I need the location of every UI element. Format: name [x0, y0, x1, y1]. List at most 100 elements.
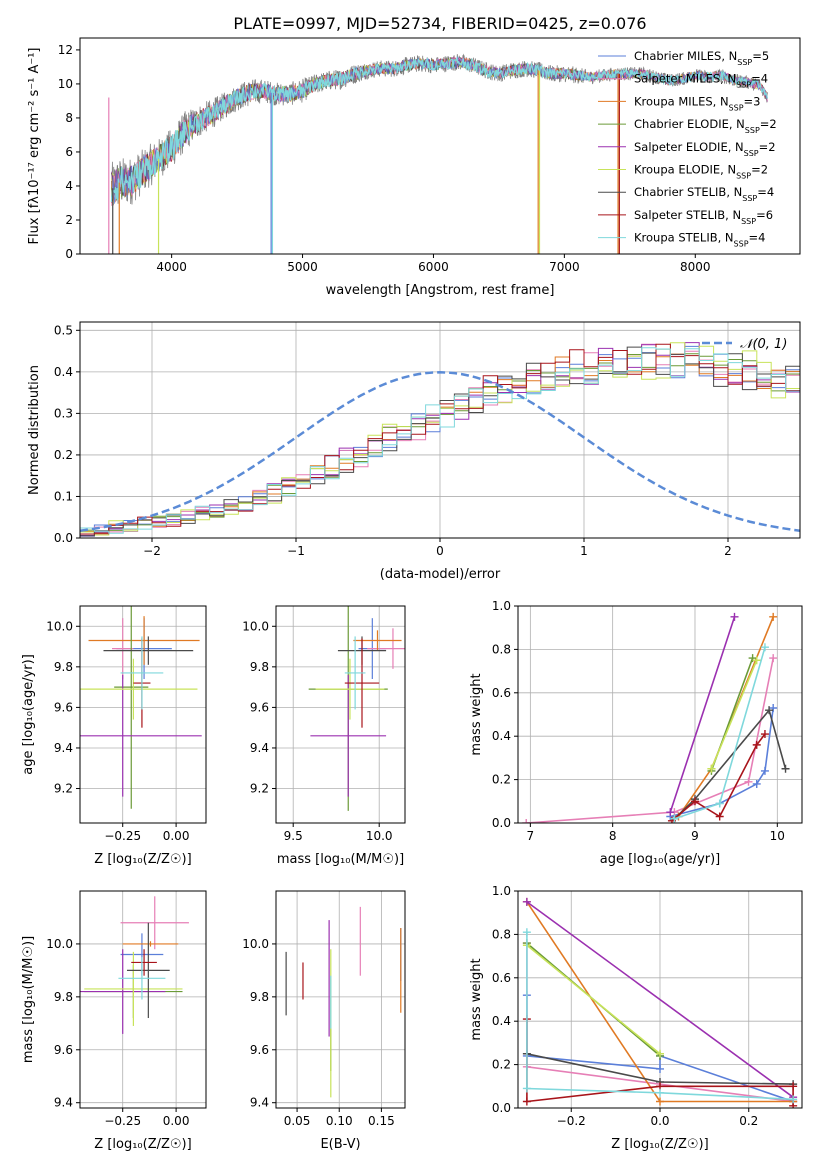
histogram-step: [80, 343, 800, 535]
x-tick-label: 0.2: [739, 1114, 758, 1128]
histogram-step: [80, 342, 800, 536]
x-tick-label: 6000: [418, 260, 449, 274]
x-tick-label: −1: [287, 544, 305, 558]
model-line: [110, 55, 768, 203]
weight-marker: [666, 808, 675, 817]
weight-marker: [656, 1097, 664, 1106]
axes-frame: [517, 605, 803, 824]
weight-marker: [522, 897, 531, 906]
weight-marker: [752, 779, 761, 788]
weight-marker: [522, 1084, 531, 1093]
x-tick-label: 0.00: [163, 829, 190, 843]
axes-frame: [79, 890, 207, 1109]
y-axis-label: Normed distribution: [27, 365, 42, 495]
y-tick-label: 9.6: [54, 1043, 73, 1057]
weight-line: [526, 901, 794, 1098]
y-tick-label: 0.4: [492, 1014, 511, 1028]
plot-area: [518, 891, 802, 1108]
weight-marker: [656, 1088, 664, 1097]
weight-marker: [760, 730, 769, 739]
weight-marker: [744, 777, 753, 786]
y-tick-label: 9.8: [54, 990, 73, 1004]
weight-marker: [715, 799, 724, 808]
axes-z_age: −0.25 0.00 9.2 9.4 9.6 9.8 10.0 Z [log₁₀(Z/Z☉)]…: [21, 605, 207, 867]
y-tick-label: 10.0: [242, 937, 269, 951]
weight-line: [526, 932, 794, 1101]
x-axis-label: Z [log₁₀(Z/Z☉)]: [94, 852, 191, 867]
weight-marker: [522, 928, 531, 937]
legend-label: Chabrier STELIB, NSSP=4: [634, 185, 774, 203]
y-tick-label: 0.2: [492, 773, 511, 787]
plot-area: [276, 891, 405, 1108]
x-tick-label: 1: [580, 544, 588, 558]
axes-spectrum: 4000 5000 6000 7000 8000 0 2 4 6 8 10 12 wavelength …: [27, 37, 801, 298]
normal-curve: [80, 371, 800, 532]
y-tick-label: 0.8: [492, 642, 511, 656]
weight-marker: [769, 612, 778, 621]
histogram-step: [80, 353, 800, 534]
y-axis-label: age [log₁₀(age/yr)]: [21, 654, 36, 775]
x-axis-label: wavelength [Angstrom, rest frame]: [326, 283, 555, 298]
x-tick-label: 7: [527, 829, 535, 843]
y-tick-label: 9.2: [54, 782, 73, 796]
x-tick-label: 8: [609, 829, 617, 843]
x-tick-label: 0.0: [650, 1114, 669, 1128]
weight-line: [526, 657, 774, 823]
figure-title: PLATE=0997, MJD=52734, FIBERID=0425, z=0…: [233, 14, 646, 33]
axes-ebv_mass: 0.05 0.10 0.15 9.4 9.6 9.8 10.0 E(B-V): [242, 890, 406, 1152]
weight-marker: [748, 654, 757, 663]
y-tick-label: 6: [65, 145, 73, 159]
weight-marker: [760, 766, 769, 775]
y-tick-label: 1.0: [492, 884, 511, 898]
x-axis-label: Z [log₁₀(Z/Z☉)]: [611, 1137, 708, 1152]
x-axis-label: E(B-V): [320, 1137, 360, 1152]
y-tick-label: 0.1: [54, 489, 73, 503]
x-axis-label: age [log₁₀(age/yr)]: [600, 852, 721, 867]
legend-label: Chabrier MILES, NSSP=5: [634, 49, 769, 67]
weight-marker: [670, 814, 679, 823]
y-tick-label: 10.0: [46, 619, 73, 633]
weight-marker: [656, 1064, 664, 1073]
y-tick-label: 10.0: [242, 619, 269, 633]
weight-marker: [781, 764, 790, 773]
weight-marker: [789, 1082, 798, 1091]
y-tick-label: 9.4: [54, 1096, 73, 1110]
x-tick-label: 10: [770, 829, 785, 843]
legend-label: Kroupa MILES, NSSP=3: [634, 94, 760, 112]
weight-marker: [715, 812, 724, 821]
weight-line: [673, 708, 787, 820]
y-tick-label: 9.4: [54, 741, 73, 755]
y-tick-label: 9.8: [250, 990, 269, 1004]
y-tick-label: 10: [58, 77, 73, 91]
x-tick-label: 9.5: [284, 829, 303, 843]
x-tick-label: 9: [691, 829, 699, 843]
legend-label: Chabrier ELODIE, NSSP=2: [634, 117, 777, 135]
x-tick-label: 10.0: [366, 829, 393, 843]
axes-z_mass: −0.25 0.00 9.4 9.6 9.8 10.0 Z [log₁₀(Z/Z☉)] mas…: [21, 890, 207, 1152]
weight-marker: [522, 1097, 531, 1106]
y-tick-label: 0.0: [492, 1101, 511, 1115]
weight-marker: [690, 797, 699, 806]
y-tick-label: 9.4: [250, 741, 269, 755]
x-tick-label: 4000: [156, 260, 187, 274]
axes-age_weight: 7 8 9 10 0.0 0.2 0.4 0.6 0.8 1.0 age [log₁₀(age/yr…: [469, 599, 803, 867]
weight-marker: [769, 654, 778, 663]
y-tick-label: 8: [65, 111, 73, 125]
axes-frame: [275, 605, 406, 824]
plot-area: [80, 322, 800, 538]
y-tick-label: 0.4: [492, 729, 511, 743]
y-tick-label: 0.8: [492, 927, 511, 941]
x-tick-label: 8000: [680, 260, 711, 274]
x-axis-label: Z [log₁₀(Z/Z☉)]: [94, 1137, 191, 1152]
weight-marker: [730, 612, 739, 621]
y-tick-label: 9.6: [250, 700, 269, 714]
axes-z_weight: −0.2 0.0 0.2 0.0 0.2 0.4 0.6 0.8 1.0 Z [log₁₀(Z/Z…: [469, 884, 803, 1152]
x-tick-label: 0.00: [163, 1114, 190, 1128]
y-tick-label: 1.0: [492, 599, 511, 613]
weight-marker: [760, 643, 769, 652]
histogram-step: [80, 348, 800, 533]
x-tick-label: −0.2: [557, 1114, 586, 1128]
plot-area: [276, 606, 405, 823]
y-tick-label: 2: [65, 213, 73, 227]
